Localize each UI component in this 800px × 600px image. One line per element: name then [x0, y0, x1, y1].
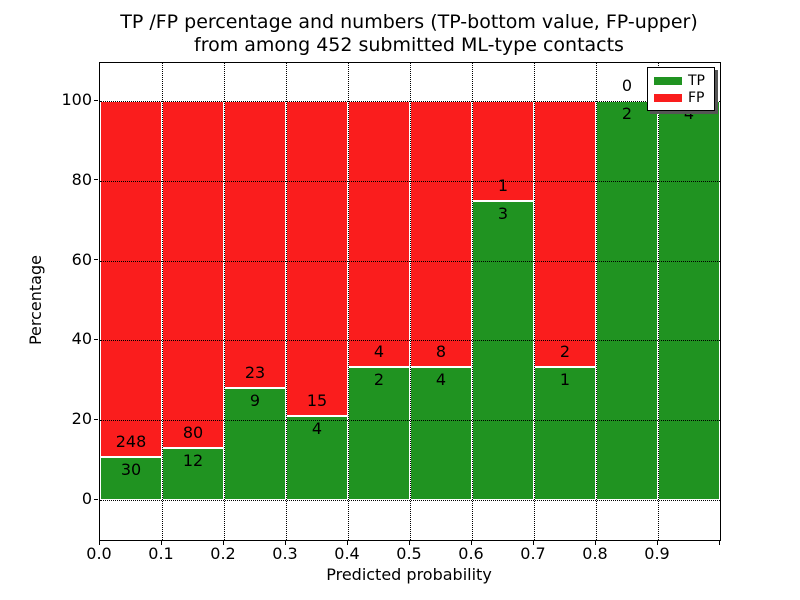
- tp-count-label: 1: [559, 370, 571, 389]
- fp-count-label: 248: [115, 431, 147, 451]
- tp-count-label: 2: [373, 370, 385, 389]
- tp-count-label: 12: [182, 450, 204, 470]
- x-tick: [98, 541, 100, 545]
- grid-vline: [657, 63, 659, 540]
- plot-area: 248 30 80 12 23 9 15 4 4 2 8 4 1 3 2 1 0 2 4: [99, 62, 721, 541]
- bar-fp-segment: [162, 101, 224, 448]
- tp-count-label: 4: [311, 419, 323, 438]
- y-tick: [94, 179, 98, 181]
- legend-label-tp: TP: [688, 72, 705, 89]
- bar-tp-segment: [410, 367, 472, 500]
- x-tick-label: 0.1: [148, 544, 174, 563]
- y-tick-label: 60: [71, 249, 92, 269]
- x-tick-label: 0.6: [458, 544, 484, 563]
- tp-count-label: 9: [249, 390, 261, 410]
- bar-tp-segment: [472, 200, 534, 500]
- bar-tp-segment: [224, 387, 286, 500]
- y-axis-label: Percentage: [26, 255, 45, 346]
- bar-tp-segment: [534, 367, 596, 500]
- bar-tp-segment: [100, 456, 162, 500]
- fp-count-label: 2: [559, 342, 571, 361]
- legend-row: FP: [654, 90, 708, 106]
- x-tick: [346, 541, 348, 545]
- bar-fp-segment: [534, 101, 596, 367]
- tp-count-label: 30: [120, 459, 142, 479]
- fp-count-label: 0: [621, 76, 633, 95]
- fp-count-label: 1: [497, 175, 509, 195]
- x-tick: [408, 541, 410, 545]
- x-tick-label: 0.2: [210, 544, 236, 563]
- x-tick-label: 0.5: [396, 544, 422, 563]
- grid-vline: [223, 63, 225, 540]
- chart-title: TP /FP percentage and numbers (TP-bottom…: [99, 11, 719, 57]
- legend-row: TP: [654, 73, 708, 89]
- y-tick: [94, 498, 98, 500]
- y-tick: [94, 338, 98, 340]
- x-tick: [718, 541, 720, 545]
- y-tick-label: 100: [61, 90, 92, 109]
- fp-count-label: 15: [306, 391, 328, 410]
- bar-tp-segment: [658, 101, 720, 500]
- chart-title-line2: from among 452 submitted ML-type contact…: [194, 34, 624, 56]
- grid-hline: [100, 420, 720, 422]
- x-tick: [160, 541, 162, 545]
- grid-hline: [100, 180, 720, 182]
- x-tick: [284, 541, 286, 545]
- grid-vline: [347, 63, 349, 540]
- bar-tp-segment: [596, 101, 658, 500]
- y-tick-label: 40: [71, 329, 92, 349]
- grid-hline: [100, 101, 720, 102]
- bar-tp-segment: [348, 367, 410, 500]
- grid-hline: [100, 500, 720, 501]
- fp-count-label: 80: [182, 422, 204, 442]
- tp-count-label: 4: [683, 104, 695, 123]
- bar-tp-segment: [162, 447, 224, 500]
- x-tick: [222, 541, 224, 545]
- chart-title-line1: TP /FP percentage and numbers (TP-bottom…: [120, 11, 698, 33]
- grid-vline: [409, 63, 411, 540]
- bar-fp-segment: [286, 101, 348, 416]
- grid-vline: [533, 63, 535, 540]
- x-tick-label: 0.8: [582, 544, 608, 563]
- bar-fp-segment: [410, 101, 472, 367]
- bar-fp-segment: [472, 101, 534, 201]
- x-tick-label: 0.7: [520, 544, 546, 563]
- legend-label-fp: FP: [688, 89, 705, 106]
- grid-vline: [595, 63, 597, 540]
- x-tick-label: 0.9: [644, 544, 670, 563]
- fp-count-label: 4: [373, 342, 385, 361]
- tp-count-label: 4: [435, 370, 447, 389]
- y-tick: [94, 259, 98, 261]
- x-tick-label: 0.3: [272, 544, 298, 563]
- y-tick-label: 80: [71, 169, 92, 189]
- fp-count-label: 23: [244, 362, 266, 382]
- legend: TP FP: [647, 67, 715, 111]
- grid-hline: [100, 260, 720, 262]
- grid-vline: [285, 63, 287, 540]
- x-tick: [594, 541, 596, 545]
- tp-count-label: 3: [497, 203, 509, 223]
- y-tick: [94, 99, 98, 101]
- x-tick: [470, 541, 472, 545]
- tp-count-label: 2: [621, 104, 633, 123]
- grid-hline: [100, 340, 720, 342]
- y-tick-label: 0: [81, 489, 92, 508]
- fp-count-label: 8: [435, 342, 447, 361]
- y-tick: [94, 418, 98, 420]
- grid-vline: [161, 63, 163, 540]
- bar-fp-segment: [100, 101, 162, 457]
- x-tick: [532, 541, 534, 545]
- bar-fp-segment: [224, 101, 286, 388]
- y-tick-label: 20: [71, 409, 92, 429]
- x-tick-label: 0.0: [86, 544, 112, 563]
- legend-swatch-fp: [654, 93, 682, 102]
- x-axis-label: Predicted probability: [326, 565, 492, 584]
- x-tick-label: 0.4: [334, 544, 360, 563]
- x-tick: [656, 541, 658, 545]
- grid-vline: [471, 63, 473, 540]
- legend-swatch-tp: [654, 76, 682, 85]
- bar-fp-segment: [348, 101, 410, 367]
